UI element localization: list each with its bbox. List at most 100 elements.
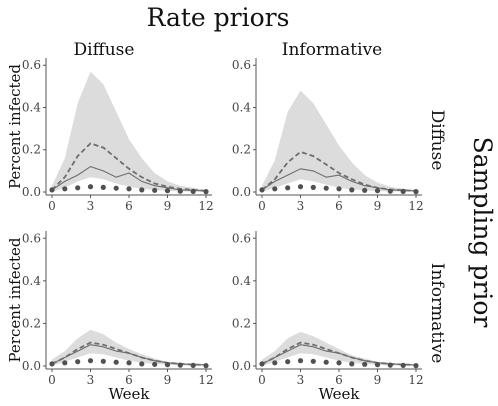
- x-tick-label: 9: [164, 199, 172, 213]
- observed-point: [113, 185, 119, 191]
- observed-point: [387, 188, 393, 194]
- observed-point: [177, 362, 183, 368]
- y-tick-label: 0.6: [232, 58, 251, 72]
- observed-point: [164, 362, 171, 368]
- observed-point: [349, 187, 355, 193]
- y-tick-label: 0.6: [232, 231, 251, 245]
- credible-band: [52, 329, 206, 366]
- observed-point: [75, 359, 81, 365]
- panel-3: 0.0 0.2 0.4 0.6 0 3 6 9 12 Week: [232, 231, 424, 403]
- y-tick-label: 0.0: [232, 359, 251, 373]
- panel-1: 0.0 0.2 0.4 0.6 0 3 6 9 12: [232, 58, 424, 213]
- observed-point: [75, 185, 81, 191]
- observed-point: [139, 361, 145, 367]
- y-tick-label: 0.0: [22, 359, 41, 373]
- observed-point: [413, 363, 419, 369]
- x-tick-label: 12: [408, 199, 423, 213]
- x-tick-label: 9: [374, 373, 382, 387]
- observed-point: [190, 188, 196, 194]
- observed-point: [87, 184, 94, 190]
- observed-point: [203, 189, 209, 195]
- main-title: Rate priors: [147, 3, 290, 32]
- observed-point: [164, 188, 171, 194]
- y-axis-title: Percent infected: [6, 237, 24, 362]
- observed-point: [152, 361, 158, 367]
- observed-point: [272, 360, 278, 366]
- panel-2: 0.0 0.2 0.4 0.6 0 3 6 9 12 Percent infected Week: [6, 231, 214, 403]
- x-tick-label: 12: [408, 373, 423, 387]
- y-tick-label: 0.2: [232, 143, 251, 157]
- observed-point: [297, 184, 304, 190]
- observed-point: [203, 363, 209, 369]
- y-axis-title: Percent infected: [6, 64, 24, 189]
- x-tick-label: 3: [297, 199, 305, 213]
- y-tick-label: 0.4: [22, 274, 41, 288]
- observed-point: [323, 359, 329, 365]
- observed-point: [374, 188, 381, 194]
- x-axis-title: Week: [318, 385, 360, 403]
- y-tick-label: 0.4: [22, 100, 41, 114]
- observed-point: [362, 187, 368, 193]
- credible-band: [262, 90, 416, 192]
- x-tick-label: 0: [48, 199, 56, 213]
- y-tick-label: 0.2: [22, 143, 41, 157]
- observed-point: [113, 359, 119, 365]
- x-tick-label: 0: [258, 199, 266, 213]
- x-axis-title: Week: [108, 385, 150, 403]
- observed-point: [374, 362, 381, 368]
- observed-point: [177, 188, 183, 194]
- col-strip-informative: Informative: [282, 40, 383, 60]
- x-tick-label: 6: [335, 373, 343, 387]
- x-tick-label: 6: [125, 373, 133, 387]
- observed-point: [413, 189, 419, 195]
- y-tick-label: 0.4: [232, 100, 251, 114]
- x-tick-label: 6: [335, 199, 343, 213]
- x-tick-label: 3: [87, 199, 95, 213]
- credible-band: [52, 71, 206, 192]
- observed-point: [310, 358, 316, 364]
- row-strip-informative: Informative: [427, 263, 447, 364]
- observed-point: [87, 358, 94, 364]
- observed-point: [323, 185, 329, 191]
- observed-point: [49, 361, 55, 367]
- x-tick-label: 12: [198, 199, 213, 213]
- observed-point: [152, 187, 158, 193]
- x-tick-label: 9: [374, 199, 382, 213]
- y-tick-label: 0.4: [232, 274, 251, 288]
- panel-0: 0.0 0.2 0.4 0.6 0 3 6 9 12 Percent infected: [6, 58, 214, 213]
- side-title: Sampling prior: [468, 137, 497, 328]
- observed-point: [400, 362, 406, 368]
- observed-point: [310, 184, 316, 190]
- credible-band: [262, 331, 416, 366]
- observed-point: [362, 361, 368, 367]
- observed-point: [272, 186, 278, 192]
- observed-point: [139, 187, 145, 193]
- observed-point: [49, 187, 55, 193]
- observed-point: [62, 360, 68, 366]
- observed-point: [387, 362, 393, 368]
- observed-point: [400, 188, 406, 194]
- y-tick-label: 0.2: [232, 316, 251, 330]
- x-tick-label: 3: [87, 373, 95, 387]
- observed-point: [100, 184, 106, 190]
- y-tick-label: 0.2: [22, 316, 41, 330]
- observed-point: [100, 358, 106, 364]
- row-strip-diffuse: Diffuse: [427, 110, 447, 171]
- observed-point: [126, 186, 132, 192]
- x-tick-label: 0: [258, 373, 266, 387]
- observed-point: [259, 187, 265, 193]
- observed-point: [297, 358, 304, 364]
- x-tick-label: 0: [48, 373, 56, 387]
- observed-point: [285, 185, 291, 191]
- observed-point: [336, 360, 342, 366]
- col-strip-diffuse: Diffuse: [74, 40, 135, 60]
- observed-point: [62, 186, 68, 192]
- y-tick-label: 0.6: [22, 231, 41, 245]
- y-tick-label: 0.0: [22, 185, 41, 199]
- x-tick-label: 9: [164, 373, 172, 387]
- observed-point: [336, 186, 342, 192]
- x-tick-label: 12: [198, 373, 213, 387]
- observed-point: [259, 361, 265, 367]
